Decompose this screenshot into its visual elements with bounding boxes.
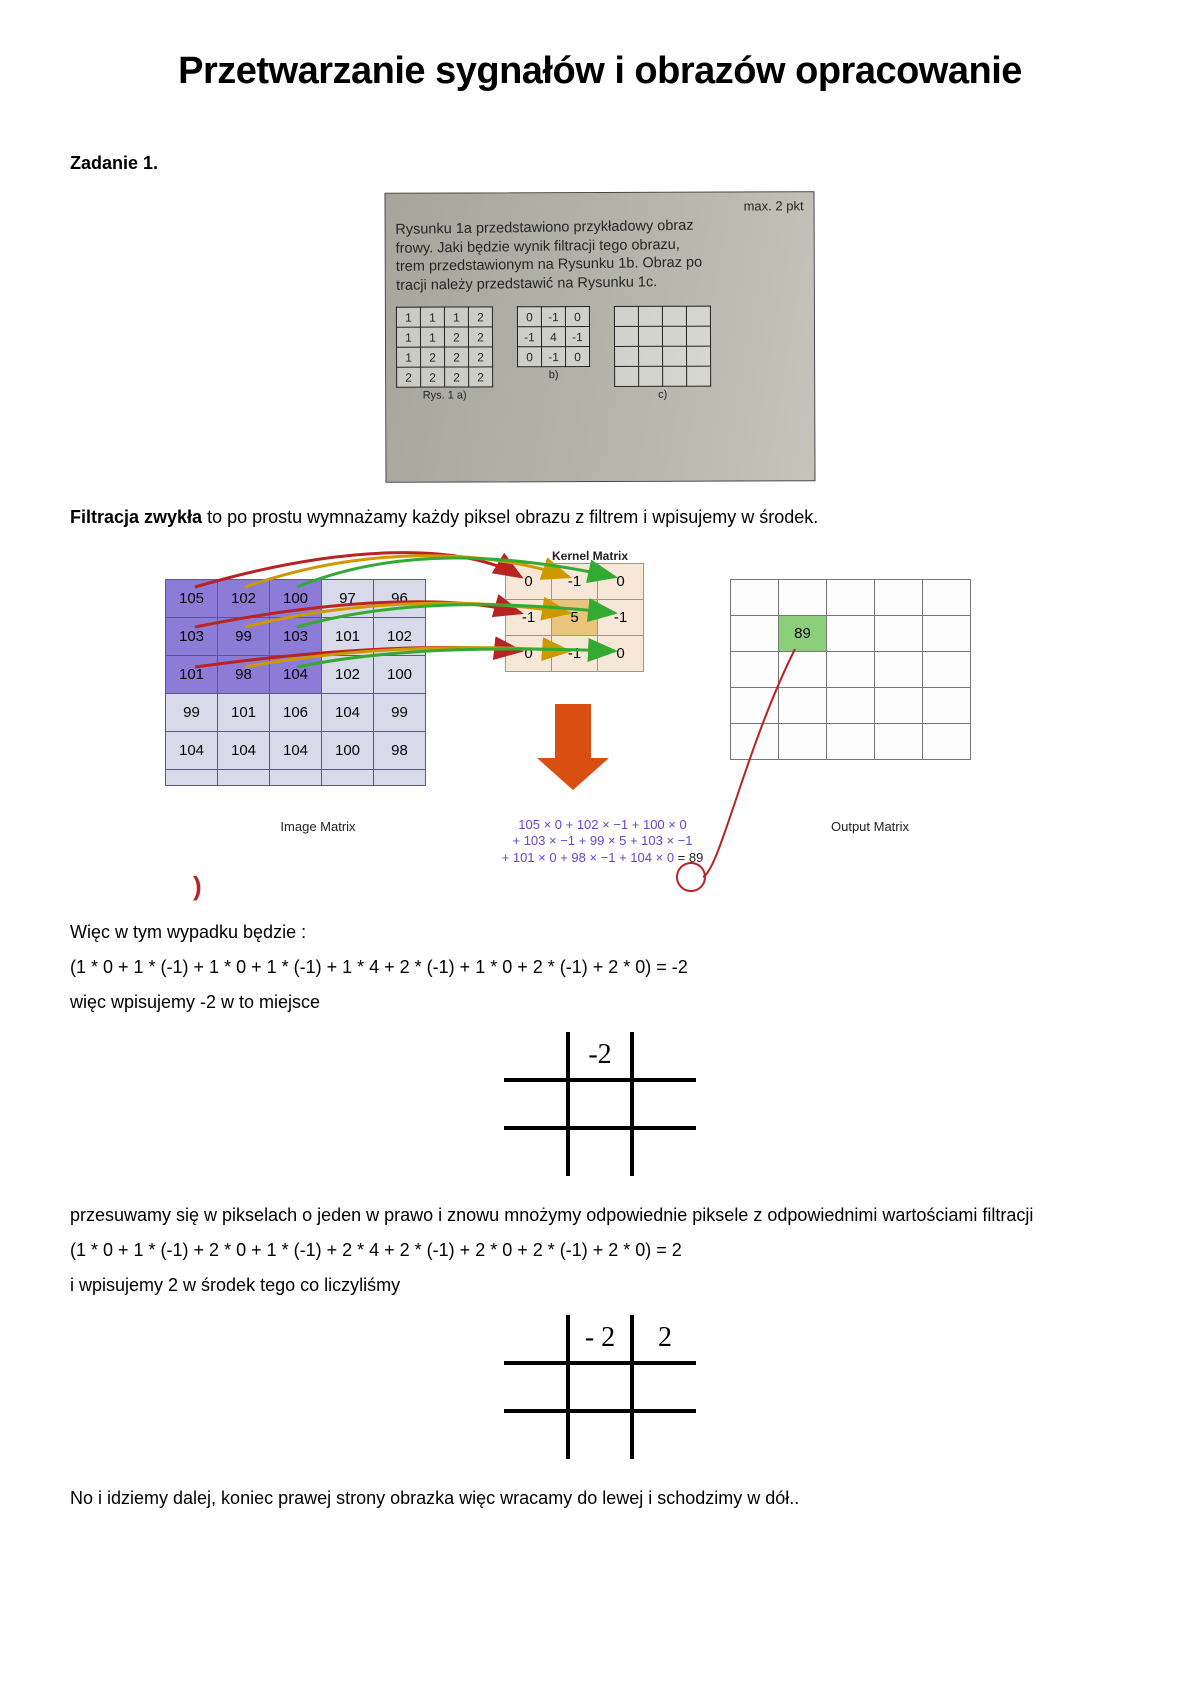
result2-grid: - 2 2	[504, 1315, 696, 1459]
fig2-output-label: Output Matrix	[795, 819, 945, 834]
p1-l2: (1 * 0 + 1 * (-1) + 1 * 0 + 1 * (-1) + 1…	[70, 954, 1130, 981]
p2-l2: (1 * 0 + 1 * (-1) + 2 * 0 + 1 * (-1) + 2…	[70, 1237, 1130, 1264]
result1-c20	[504, 1128, 568, 1176]
result1-c10	[504, 1080, 568, 1128]
intro-rest: to po prostu wymnażamy każdy piksel obra…	[202, 507, 818, 527]
result1-c21	[568, 1128, 632, 1176]
fig1-cap-c: c)	[614, 389, 711, 401]
figure2-wrap: Kernel Matrix 1051021009796 103991031011…	[70, 549, 1130, 909]
fig1-tables: 1112 1122 1222 2222 Rys. 1 a) 0-10 -14-1…	[396, 305, 804, 401]
fig1-table-c	[614, 306, 711, 387]
fig1-table-a: 1112 1122 1222 2222	[396, 307, 493, 388]
p3: No i idziemy dalej, koniec prawej strony…	[70, 1485, 1130, 1512]
fig2-calculation: 105 × 0 + 102 × −1 + 100 × 0 + 103 × −1 …	[490, 817, 715, 866]
intro-text: Filtracja zwykła to po prostu wymnażamy …	[70, 504, 1130, 531]
fig2-output-matrix: 89	[730, 579, 971, 760]
fig1-cap-a: Rys. 1 a)	[396, 390, 493, 402]
fig2-kernel-matrix: 0-10 -15-1 0-10	[505, 563, 644, 672]
result2-c12	[632, 1363, 696, 1411]
task-heading: Zadanie 1.	[70, 153, 1130, 174]
fig2-calc-eq: = 89	[678, 850, 704, 865]
fig2-image-matrix: 1051021009796 10399103101102 10198104102…	[165, 579, 426, 786]
fig2-stray-quote: )	[193, 871, 202, 902]
figure1: max. 2 pkt Rysunku 1a przedstawiono przy…	[384, 191, 815, 482]
result2-c01: - 2	[568, 1315, 632, 1363]
fig1-table-b: 0-10 -14-1 0-10	[517, 306, 590, 367]
result2-wrap: - 2 2	[70, 1315, 1130, 1459]
result1-c01: -2	[568, 1032, 632, 1080]
fig1-a: 1112 1122 1222 2222 Rys. 1 a)	[396, 307, 493, 402]
result1-c12	[632, 1080, 696, 1128]
result1-c02	[632, 1032, 696, 1080]
p1-l3: więc wpisujemy -2 w to miejsce	[70, 989, 1130, 1016]
p1-l1: Więc w tym wypadku będzie :	[70, 919, 1130, 946]
result2-c22	[632, 1411, 696, 1459]
figure2: Kernel Matrix 1051021009796 103991031011…	[145, 549, 1055, 909]
result1-grid: -2	[504, 1032, 696, 1176]
result1-c22	[632, 1128, 696, 1176]
result1-wrap: -2	[70, 1032, 1130, 1176]
fig2-kernel-label: Kernel Matrix	[520, 549, 660, 563]
fig1-cap-b: b)	[517, 369, 590, 381]
result2-c21	[568, 1411, 632, 1459]
result2-c20	[504, 1411, 568, 1459]
result1-c11	[568, 1080, 632, 1128]
fig2-output-cell: 89	[779, 616, 827, 652]
fig2-image-label: Image Matrix	[243, 819, 393, 834]
result2-c00	[504, 1315, 568, 1363]
fig1-text: Rysunku 1a przedstawiono przykładowy obr…	[395, 215, 804, 295]
intro-bold: Filtracja zwykła	[70, 507, 202, 527]
result2-c02: 2	[632, 1315, 696, 1363]
fig2-down-arrow-icon	[555, 704, 591, 760]
fig2-calc-l3: + 101 × 0 + 98 × −1 + 104 × 0	[502, 850, 674, 865]
page-title: Przetwarzanie sygnałów i obrazów opracow…	[70, 50, 1130, 93]
p2-l3: i wpisujemy 2 w środek tego co liczyliśm…	[70, 1272, 1130, 1299]
fig2-calc-l1: 105 × 0 + 102 × −1 + 100 × 0	[490, 817, 715, 833]
fig1-c: c)	[614, 306, 711, 401]
fig1-b: 0-10 -14-1 0-10 b)	[517, 306, 590, 381]
figure1-wrap: max. 2 pkt Rysunku 1a przedstawiono przy…	[70, 192, 1130, 482]
result1-c00	[504, 1032, 568, 1080]
result2-c11	[568, 1363, 632, 1411]
result2-c10	[504, 1363, 568, 1411]
p2-l1: przesuwamy się w pikselach o jeden w pra…	[70, 1202, 1130, 1229]
fig1-maxpoints: max. 2 pkt	[744, 198, 804, 213]
fig2-calc-l2: + 103 × −1 + 99 × 5 + 103 × −1	[490, 833, 715, 849]
